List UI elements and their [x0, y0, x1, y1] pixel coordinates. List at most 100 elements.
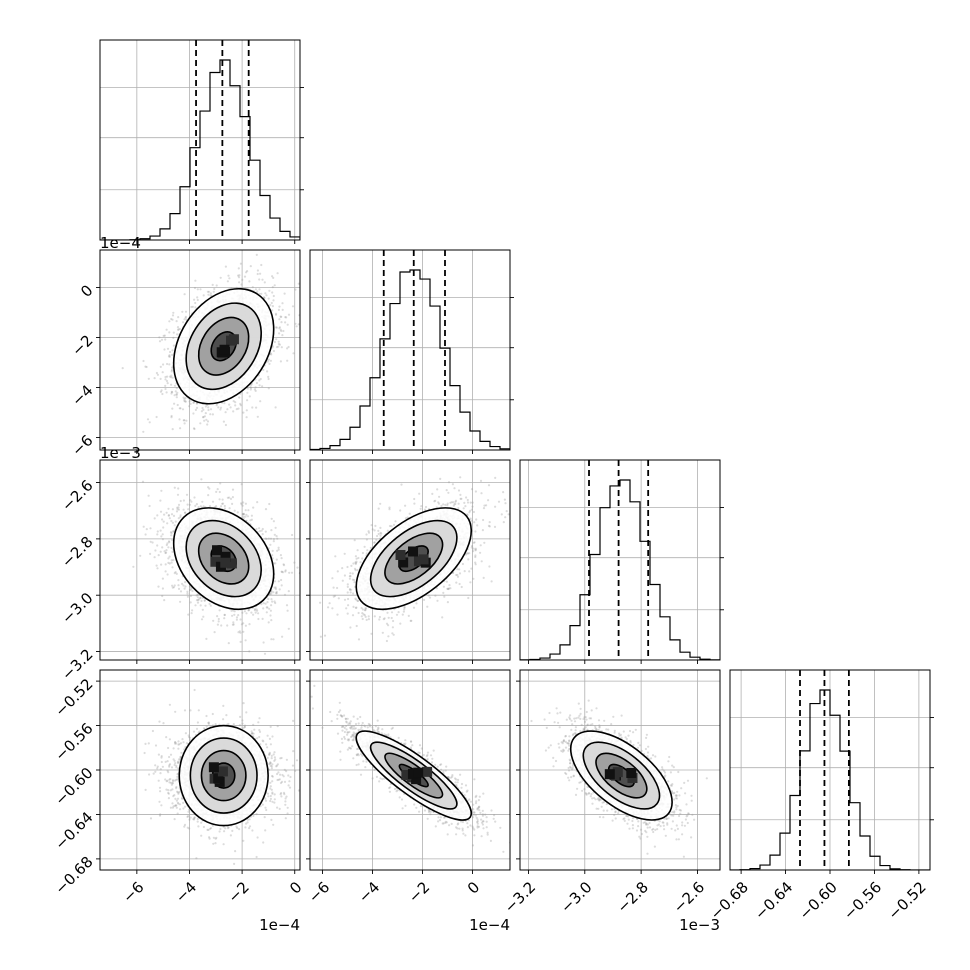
sample-point: [203, 419, 206, 422]
sample-point: [183, 587, 186, 590]
sample-point: [202, 415, 205, 419]
sample-point: [161, 577, 164, 580]
sample-point: [260, 292, 263, 295]
sample-point: [240, 623, 243, 626]
sample-point: [181, 582, 184, 586]
sample-point: [182, 499, 185, 502]
sample-point: [261, 533, 264, 536]
sample-point: [208, 505, 212, 508]
sample-point: [280, 570, 283, 573]
sample-point: [173, 384, 177, 387]
sample-point: [270, 619, 273, 622]
sample-point: [171, 521, 174, 524]
sample-point: [265, 611, 268, 614]
sample-point: [259, 377, 262, 381]
sample-point: [184, 585, 187, 588]
sample-point: [244, 639, 247, 642]
sample-point: [171, 586, 174, 589]
sample-point: [183, 318, 186, 321]
sample-point: [193, 496, 196, 499]
sample-point: [206, 420, 210, 423]
sample-point: [267, 621, 270, 624]
sample-point: [269, 537, 273, 540]
sample-point: [276, 537, 279, 540]
sample-point: [183, 293, 186, 296]
sample-point: [218, 498, 221, 501]
sample-point: [269, 593, 272, 596]
sample-point: [168, 320, 171, 323]
sample-point: [175, 572, 178, 576]
sample-point: [145, 528, 148, 531]
sample-point: [274, 587, 277, 591]
sample-point: [175, 396, 178, 399]
sample-point: [177, 328, 180, 331]
scatter-frame-1-0: [99, 249, 301, 451]
sample-point: [162, 363, 165, 366]
sample-point: [242, 512, 245, 515]
sample-point: [250, 384, 253, 387]
sample-point: [240, 483, 243, 486]
sample-point: [280, 321, 283, 324]
sample-point: [217, 620, 220, 623]
sample-point: [237, 276, 241, 279]
sample-point: [170, 513, 174, 516]
sample-point: [168, 363, 171, 366]
sample-point: [209, 294, 212, 297]
sample-point: [254, 611, 257, 614]
sample-point: [188, 405, 191, 408]
sample-point: [234, 404, 237, 407]
histogram-frame-1: [309, 249, 511, 451]
sample-point: [228, 496, 231, 499]
sample-point: [173, 584, 176, 587]
sample-point: [158, 340, 162, 343]
sample-point: [170, 532, 173, 535]
sample-point: [267, 597, 270, 601]
sample-point: [268, 289, 271, 292]
sample-point: [279, 554, 282, 557]
sample-point: [160, 563, 163, 566]
sample-point: [287, 590, 290, 593]
sample-point: [188, 503, 192, 506]
sample-point: [211, 500, 215, 503]
sample-point: [240, 502, 243, 505]
sample-point: [274, 406, 277, 409]
sample-point: [209, 408, 213, 411]
sample-point: [267, 387, 270, 390]
sample-point: [228, 277, 231, 280]
sample-point: [199, 604, 202, 607]
sample-point: [202, 615, 205, 618]
sample-point: [155, 564, 158, 567]
sample-point: [272, 538, 275, 541]
sample-point: [261, 527, 264, 531]
sample-point: [169, 350, 172, 354]
sample-point: [189, 594, 192, 598]
sample-point: [286, 609, 289, 612]
sample-point: [217, 406, 220, 409]
sample-point: [170, 392, 173, 395]
sample-point: [280, 584, 283, 587]
sample-point: [283, 593, 287, 596]
sample-point: [190, 305, 193, 309]
sample-point: [215, 284, 218, 287]
sample-point: [237, 631, 240, 634]
sample-point: [272, 299, 275, 302]
sample-point: [171, 584, 174, 587]
sample-point: [199, 288, 202, 291]
sample-point: [253, 388, 256, 391]
sample-point: [278, 318, 281, 321]
sample-point: [191, 609, 194, 612]
sample-point: [265, 537, 268, 541]
sample-point: [165, 379, 169, 383]
sample-point: [197, 598, 200, 601]
sample-point: [192, 401, 195, 404]
histogram-frame-0: [99, 39, 301, 241]
sample-point: [207, 406, 210, 409]
sample-point: [267, 360, 270, 363]
sample-point: [163, 334, 166, 337]
sample-point: [160, 535, 163, 538]
sample-point: [148, 504, 151, 508]
sample-point: [232, 400, 235, 403]
sample-point: [245, 612, 248, 615]
sample-point: [172, 586, 175, 589]
